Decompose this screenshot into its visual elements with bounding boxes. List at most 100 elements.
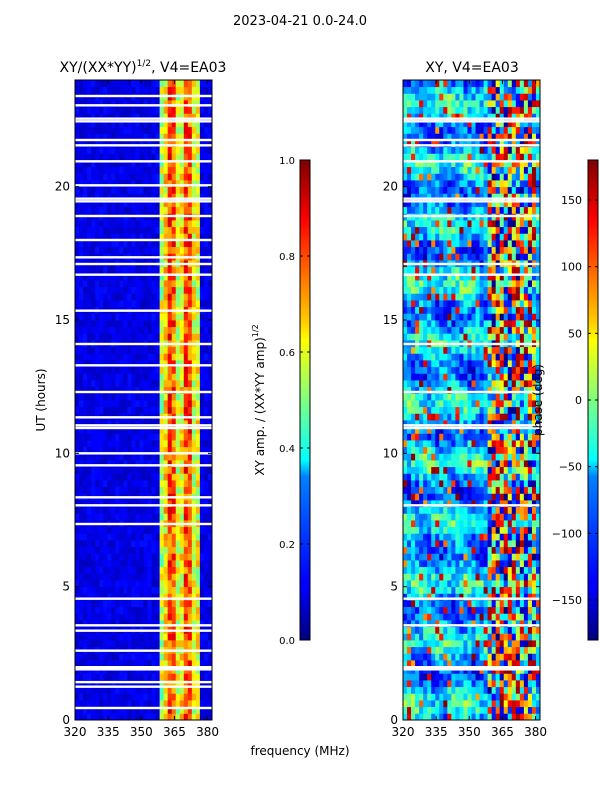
phase-heatmap-cell [443, 433, 448, 441]
amplitude-heatmap-cell [143, 586, 148, 594]
phase-heatmap-cell [503, 520, 509, 528]
amplitude-heatmap-cell [147, 600, 152, 608]
phase-heatmap-cell [431, 440, 436, 448]
amplitude-heatmap-cell [195, 140, 201, 148]
amplitude-heatmap-cell [87, 546, 92, 554]
amplitude-heatmap-cell [167, 573, 173, 581]
phase-heatmap-cell [403, 566, 408, 574]
phase-heatmap-cell [499, 480, 505, 488]
amplitude-heatmap-cell [147, 266, 152, 274]
amplitude-heatmap-cell [203, 273, 209, 281]
phase-heatmap-cell [447, 546, 452, 554]
amplitude-heatmap-cell [79, 160, 84, 168]
amplitude-heatmap-cell [207, 86, 213, 94]
phase-heatmap-cell [527, 553, 533, 561]
phase-heatmap-cell [535, 613, 541, 621]
phase-heatmap-cell [499, 633, 505, 641]
amplitude-heatmap-cell [75, 300, 80, 308]
amplitude-heatmap-cell [87, 373, 92, 381]
phase-heatmap-cell [419, 580, 424, 588]
phase-heatmap-cell [419, 513, 424, 521]
amplitude-heatmap-cell [119, 140, 124, 148]
amplitude-heatmap-cell [207, 486, 213, 494]
amplitude-heatmap-cell [195, 660, 201, 668]
amplitude-heatmap-cell [131, 273, 136, 281]
amplitude-heatmap-cell [115, 386, 120, 394]
phase-heatmap-cell [515, 426, 521, 434]
amplitude-heatmap-cell [151, 660, 156, 668]
amplitude-heatmap-cell [123, 513, 128, 521]
amplitude-heatmap-cell [191, 480, 197, 488]
amplitude-heatmap-cell [127, 300, 132, 308]
phase-heatmap-cell [451, 586, 456, 594]
amplitude-heatmap-cell [143, 266, 148, 274]
amplitude-heatmap-cell [115, 106, 120, 114]
phase-heatmap-cell [443, 453, 448, 461]
amplitude-heatmap-cell [127, 200, 132, 208]
amplitude-heatmap-cell [179, 200, 185, 208]
amplitude-heatmap-cell [195, 300, 201, 308]
phase-heatmap-cell [535, 713, 541, 721]
amplitude-heatmap-cell [199, 220, 205, 228]
phase-heatmap-cell [431, 613, 436, 621]
phase-heatmap-cell [455, 486, 460, 494]
phase-heatmap-cell [427, 413, 432, 421]
amplitude-heatmap-cell [199, 600, 205, 608]
amplitude-heatmap-cell [167, 686, 173, 694]
phase-heatmap-cell [447, 406, 452, 414]
phase-heatmap-cell [411, 560, 416, 568]
phase-heatmap-cell [447, 486, 452, 494]
amplitude-heatmap-cell [123, 320, 128, 328]
phase-heatmap-cell [527, 420, 533, 428]
phase-heatmap-cell [527, 706, 533, 714]
amplitude-heatmap-cell [139, 133, 144, 141]
amplitude-heatmap-cell [127, 293, 132, 301]
amplitude-heatmap-cell [159, 360, 165, 368]
amplitude-heatmap-cell [139, 706, 144, 714]
amplitude-heatmap-cell [183, 360, 189, 368]
amplitude-heatmap-cell [75, 546, 80, 554]
phase-heatmap-cell [483, 460, 489, 468]
amplitude-heatmap-cell [151, 273, 156, 281]
phase-heatmap-cell [459, 426, 464, 434]
amplitude-heatmap-cell [175, 680, 181, 688]
amplitude-heatmap-cell [83, 693, 88, 701]
phase-heatmap-cell [491, 433, 497, 441]
amplitude-heatmap-cell [83, 346, 88, 354]
amplitude-heatmap-cell [187, 346, 193, 354]
amplitude-heatmap-cell [127, 386, 132, 394]
phase-heatmap-cell [467, 460, 472, 468]
amplitude-heatmap-cell [79, 400, 84, 408]
phase-heatmap-cell [507, 580, 513, 588]
phase-heatmap-cell [415, 406, 420, 414]
amplitude-heatmap-cell [179, 500, 185, 508]
amplitude-heatmap-cell [119, 80, 124, 88]
amplitude-heatmap-cell [167, 346, 173, 354]
amplitude-heatmap-cell [127, 166, 132, 174]
phase-heatmap-cell [471, 566, 476, 574]
amplitude-heatmap-cell [163, 246, 169, 254]
amplitude-heatmap-cell [163, 586, 169, 594]
amplitude-heatmap-cell [191, 680, 197, 688]
amplitude-heatmap-cell [91, 673, 96, 681]
amplitude-heatmap-cell [203, 373, 209, 381]
amplitude-heatmap-cell [103, 160, 108, 168]
amplitude-heatmap-cell [135, 113, 140, 121]
amplitude-heatmap-cell [95, 353, 100, 361]
phase-heatmap-cell [447, 686, 452, 694]
amplitude-heatmap-cell [139, 280, 144, 288]
phase-heatmap-cell [495, 440, 501, 448]
amplitude-heatmap-cell [87, 140, 92, 148]
amplitude-heatmap-cell [159, 426, 165, 434]
amplitude-heatmap-cell [75, 680, 80, 688]
amplitude-heatmap-cell [131, 240, 136, 248]
phase-heatmap-cell [431, 706, 436, 714]
phase-heatmap-cell [535, 660, 541, 668]
amplitude-heatmap-cell [195, 480, 201, 488]
amplitude-heatmap-cell [167, 220, 173, 228]
amplitude-heatmap-cell [155, 593, 161, 601]
phase-heatmap-cell [419, 593, 424, 601]
phase-heatmap-cell [499, 580, 505, 588]
amplitude-heatmap-cell [99, 633, 104, 641]
amplitude-heatmap-cell [111, 706, 116, 714]
